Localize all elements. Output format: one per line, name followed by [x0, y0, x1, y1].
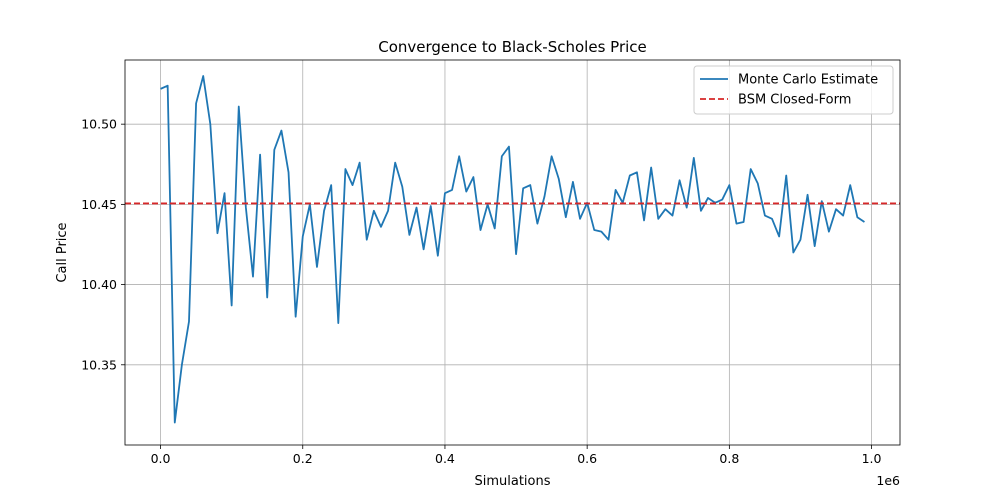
- legend: Monte Carlo Estimate BSM Closed-Form: [693, 65, 894, 115]
- legend-label-bsm: BSM Closed-Form: [738, 93, 851, 108]
- legend-box: [693, 65, 894, 115]
- x-tick-label: 0.4: [435, 451, 455, 466]
- x-axis-label: Simulations: [474, 474, 550, 489]
- x-axis-offset-label: 1e6: [876, 473, 900, 488]
- grid: [125, 60, 900, 445]
- y-tick-label: 10.35: [81, 357, 117, 372]
- x-tick-label: 0.8: [719, 451, 739, 466]
- x-tick-label: 1.0: [862, 451, 882, 466]
- y-tick-label: 10.40: [81, 277, 117, 292]
- axis-ticks: 0.0 0.2 0.4 0.6 0.8 1.0 10.35 10.40 10.45 10.50: [81, 117, 881, 466]
- legend-label-monte-carlo: Monte Carlo Estimate: [738, 73, 878, 88]
- plot-area: [125, 75, 900, 424]
- y-tick-label: 10.50: [81, 117, 117, 132]
- x-tick-label: 0.2: [293, 451, 313, 466]
- y-tick-label: 10.45: [81, 197, 117, 212]
- x-tick-label: 0.6: [577, 451, 597, 466]
- plot-frame: [124, 59, 901, 446]
- x-tick-label: 0.0: [151, 451, 171, 466]
- chart-title: Convergence to Black-Scholes Price: [378, 38, 647, 56]
- y-axis-label: Call Price: [55, 222, 70, 282]
- series-monte-carlo-line: [160, 75, 865, 424]
